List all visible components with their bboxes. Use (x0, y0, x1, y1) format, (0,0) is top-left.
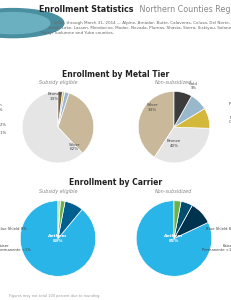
Text: Enrollment Statistics: Enrollment Statistics (39, 5, 133, 14)
Text: Non-subsidized: Non-subsidized (155, 189, 192, 194)
Circle shape (0, 13, 50, 34)
Text: Figures may not total 100 percent due to rounding.: Figures may not total 100 percent due to… (9, 295, 100, 298)
Text: Enrollment by Carrier: Enrollment by Carrier (69, 178, 162, 187)
Circle shape (0, 9, 64, 38)
Text: Northern Counties Region 1: Northern Counties Region 1 (136, 5, 231, 14)
Text: Non-subsidized: Non-subsidized (155, 80, 192, 85)
Text: Subsidy eligible: Subsidy eligible (39, 189, 77, 194)
Text: Oct. 1, 2013, through March 31, 2014 — Alpine, Amador, Butte, Calaveras, Colusa,: Oct. 1, 2013, through March 31, 2014 — A… (39, 21, 231, 35)
Text: Subsidy eligible: Subsidy eligible (39, 80, 77, 85)
Text: Enrollment by Metal Tier: Enrollment by Metal Tier (62, 70, 169, 79)
